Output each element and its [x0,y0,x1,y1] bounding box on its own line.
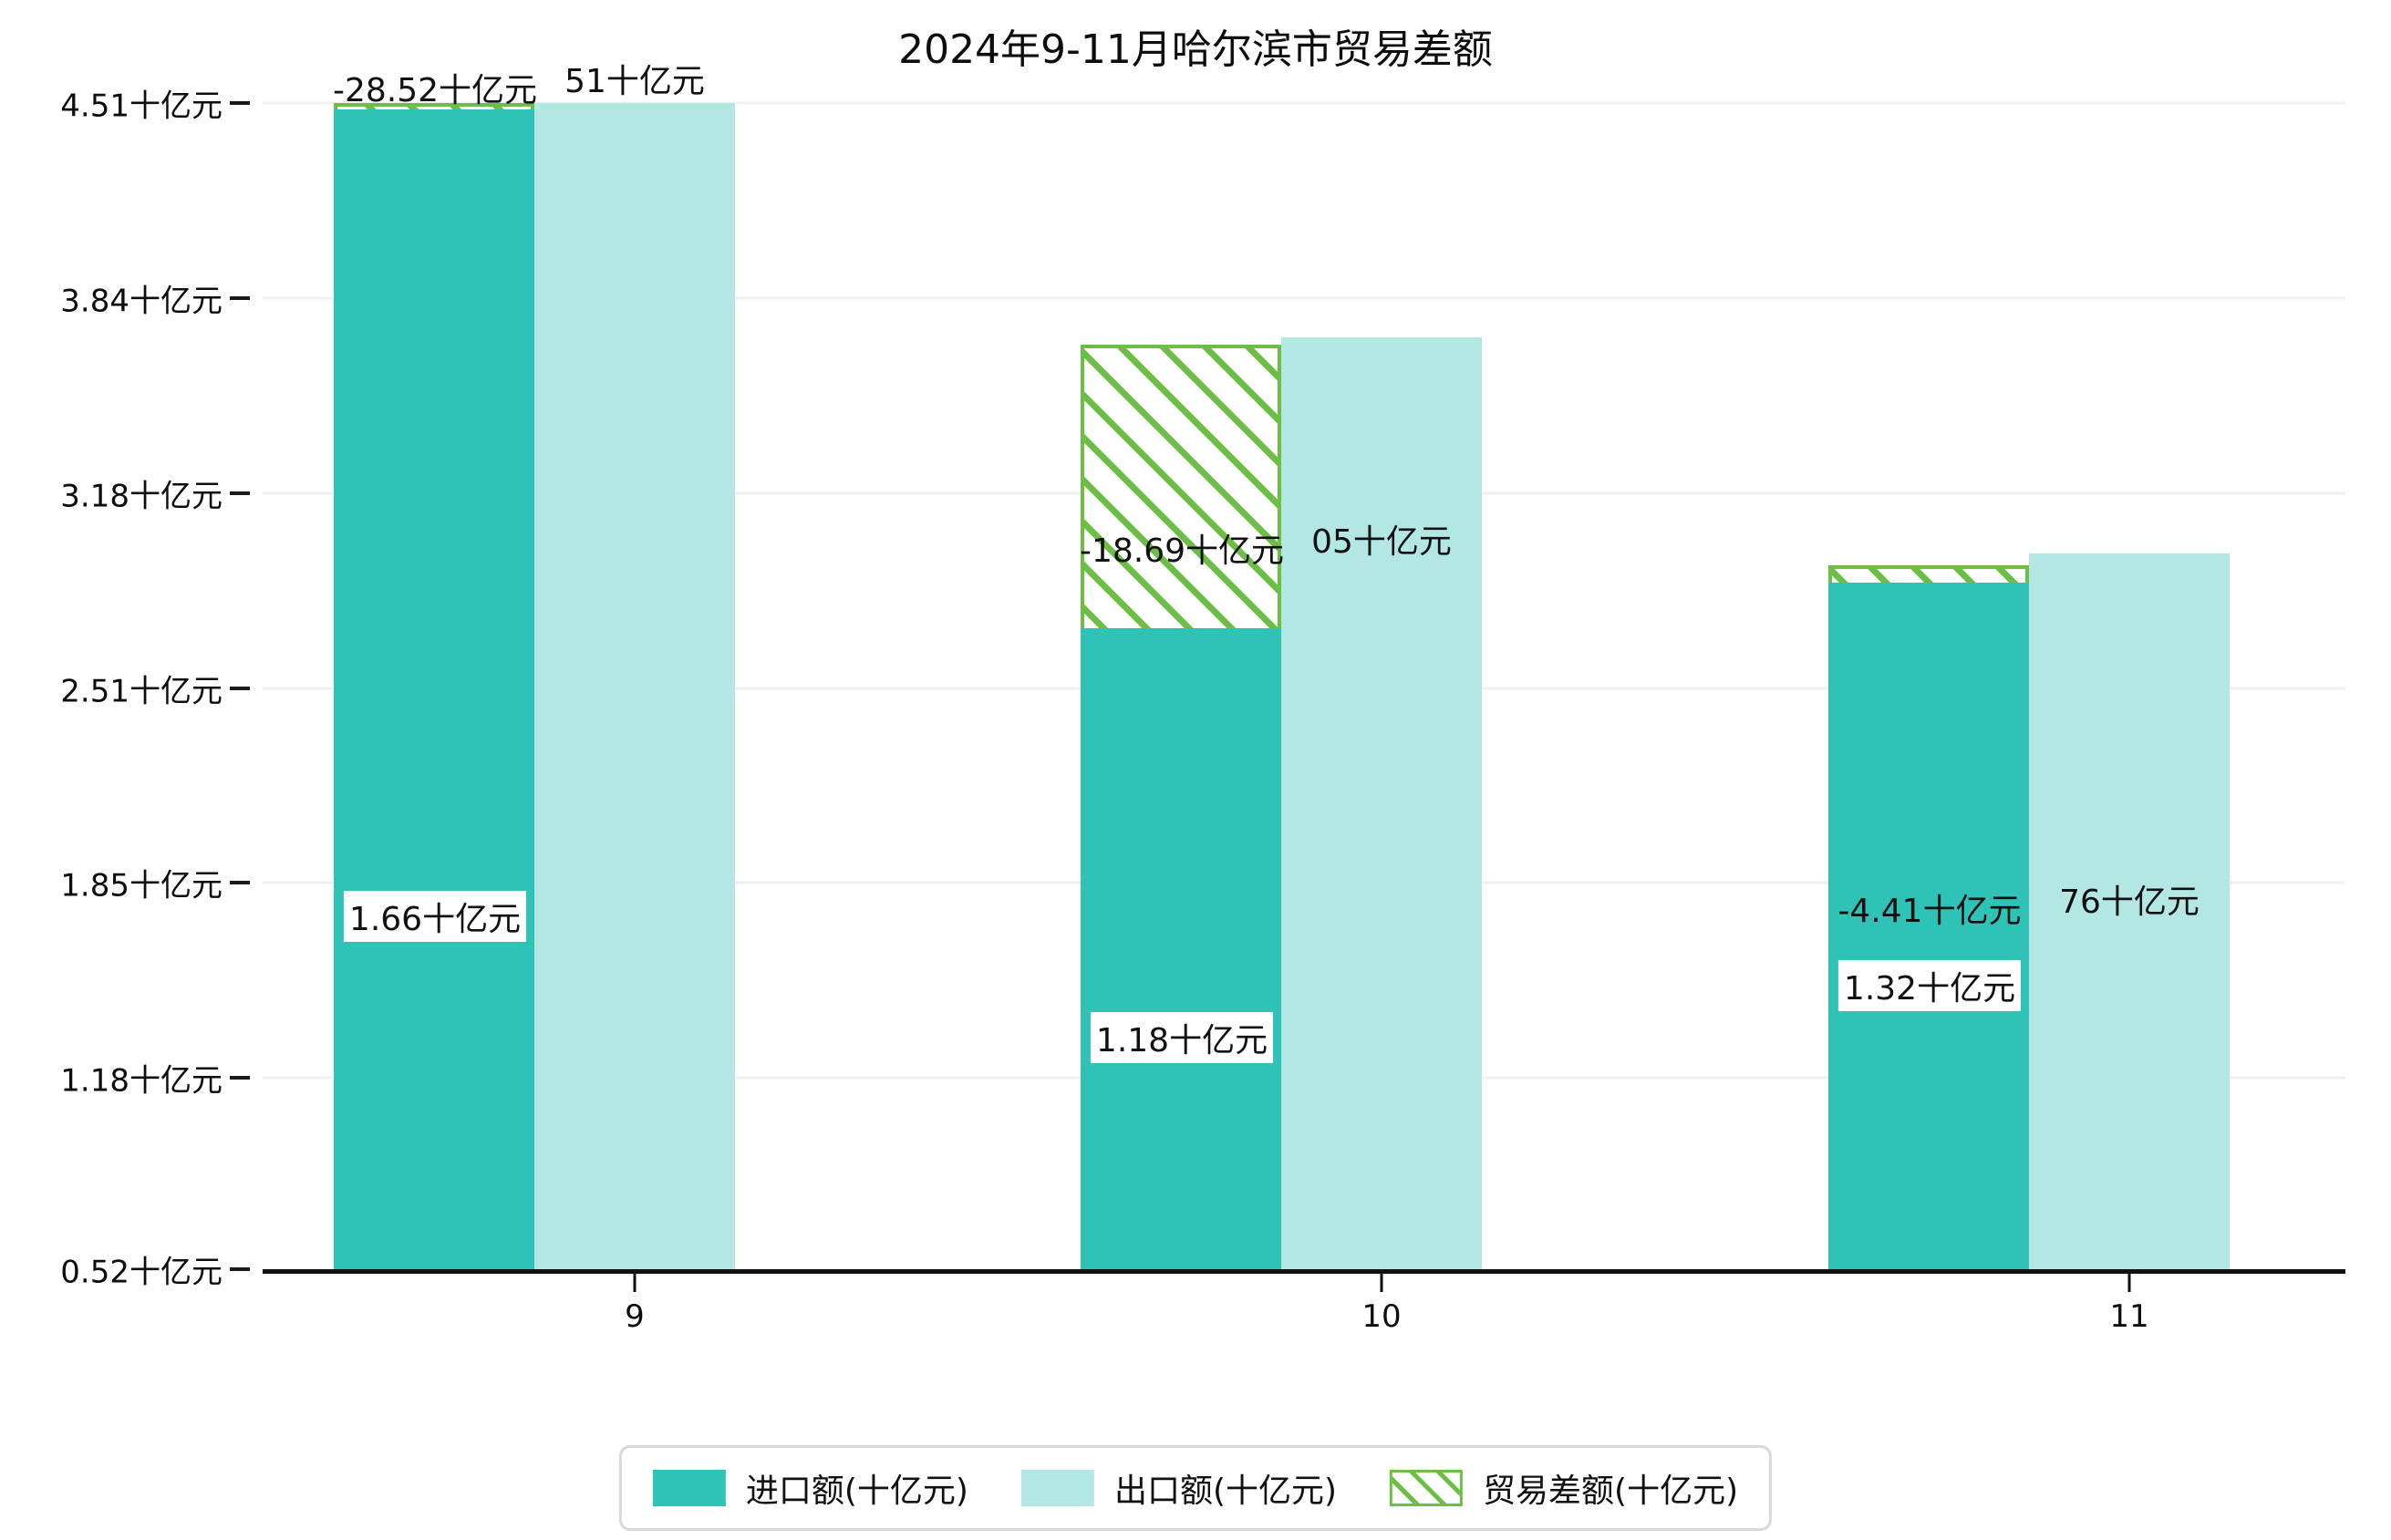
x-axis-line [263,1269,2345,1274]
x-tick-label-10: 10 [1361,1298,1402,1335]
gridline-4-51 [263,101,2345,105]
y-tick-mark-2-51 [230,687,250,690]
legend-label-export: 出口额(十亿元) [1113,1473,1338,1510]
value-label-export-9: 51十亿元 [564,63,705,100]
x-tick-mark-10 [1380,1274,1383,1292]
value-label-export-11: 76十亿元 [2059,884,2200,921]
y-tick-mark-4-51 [230,101,250,105]
y-tick-mark-3-18 [230,491,250,495]
y-tick-mark-1-85 [230,881,250,884]
y-tick-label-1-85: 1.85十亿元 [60,867,223,904]
bar-export-11[interactable] [2029,553,2230,1271]
legend-swatch-export-icon [1020,1470,1094,1506]
y-tick-mark-3-84 [230,296,250,300]
value-label-balance-9: -28.52十亿元 [332,72,538,109]
value-label-import-10: 1.18十亿元 [1090,1012,1274,1063]
y-tick-mark-1-18 [230,1076,250,1080]
bar-import-11[interactable] [1828,583,2029,1271]
value-label-import-11: 1.32十亿元 [1837,960,2022,1011]
legend-item-import[interactable]: 进口额(十亿元) [652,1464,968,1512]
bar-import-9[interactable] [334,109,534,1271]
bar-export-9[interactable] [534,103,735,1271]
legend-item-balance[interactable]: 贸易差额(十亿元) [1390,1464,1738,1512]
value-label-balance-10: -18.69十亿元 [1079,532,1285,570]
y-tick-label-1-18: 1.18十亿元 [60,1062,223,1100]
x-tick-mark-9 [633,1274,637,1292]
legend-item-export[interactable]: 出口额(十亿元) [1020,1464,1338,1512]
legend-swatch-balance-icon [1390,1470,1464,1506]
y-tick-mark-0-52 [230,1267,250,1271]
legend-label-balance: 贸易差额(十亿元) [1483,1473,1739,1510]
y-tick-label-3-84: 3.84十亿元 [60,283,223,320]
y-tick-label-2-51: 2.51十亿元 [60,673,223,710]
gridline-3-84 [263,296,2345,300]
y-tick-label-3-18: 3.18十亿元 [60,478,223,515]
legend-label-import: 进口额(十亿元) [745,1473,968,1510]
value-label-export-10: 05十亿元 [1311,523,1452,561]
chart-title: 2024年9-11月哈尔滨市贸易差额 [898,26,1493,73]
value-label-balance-11: -4.41十亿元 [1837,893,2022,930]
x-tick-label-11: 11 [2109,1298,2149,1335]
x-tick-mark-11 [2127,1274,2131,1292]
y-tick-label-0-52: 0.52十亿元 [60,1254,223,1291]
bar-import-10[interactable] [1081,628,1281,1271]
plot-area [263,87,2344,1271]
legend: 进口额(十亿元) 出口额(十亿元) 贸易差额(十亿元) [618,1445,1773,1531]
legend-swatch-import-icon [652,1470,726,1506]
bar-export-10[interactable] [1281,337,1482,1271]
y-tick-label-4-51: 4.51十亿元 [60,88,223,125]
value-label-import-9: 1.66十亿元 [343,891,527,942]
x-tick-label-9: 9 [625,1298,645,1335]
